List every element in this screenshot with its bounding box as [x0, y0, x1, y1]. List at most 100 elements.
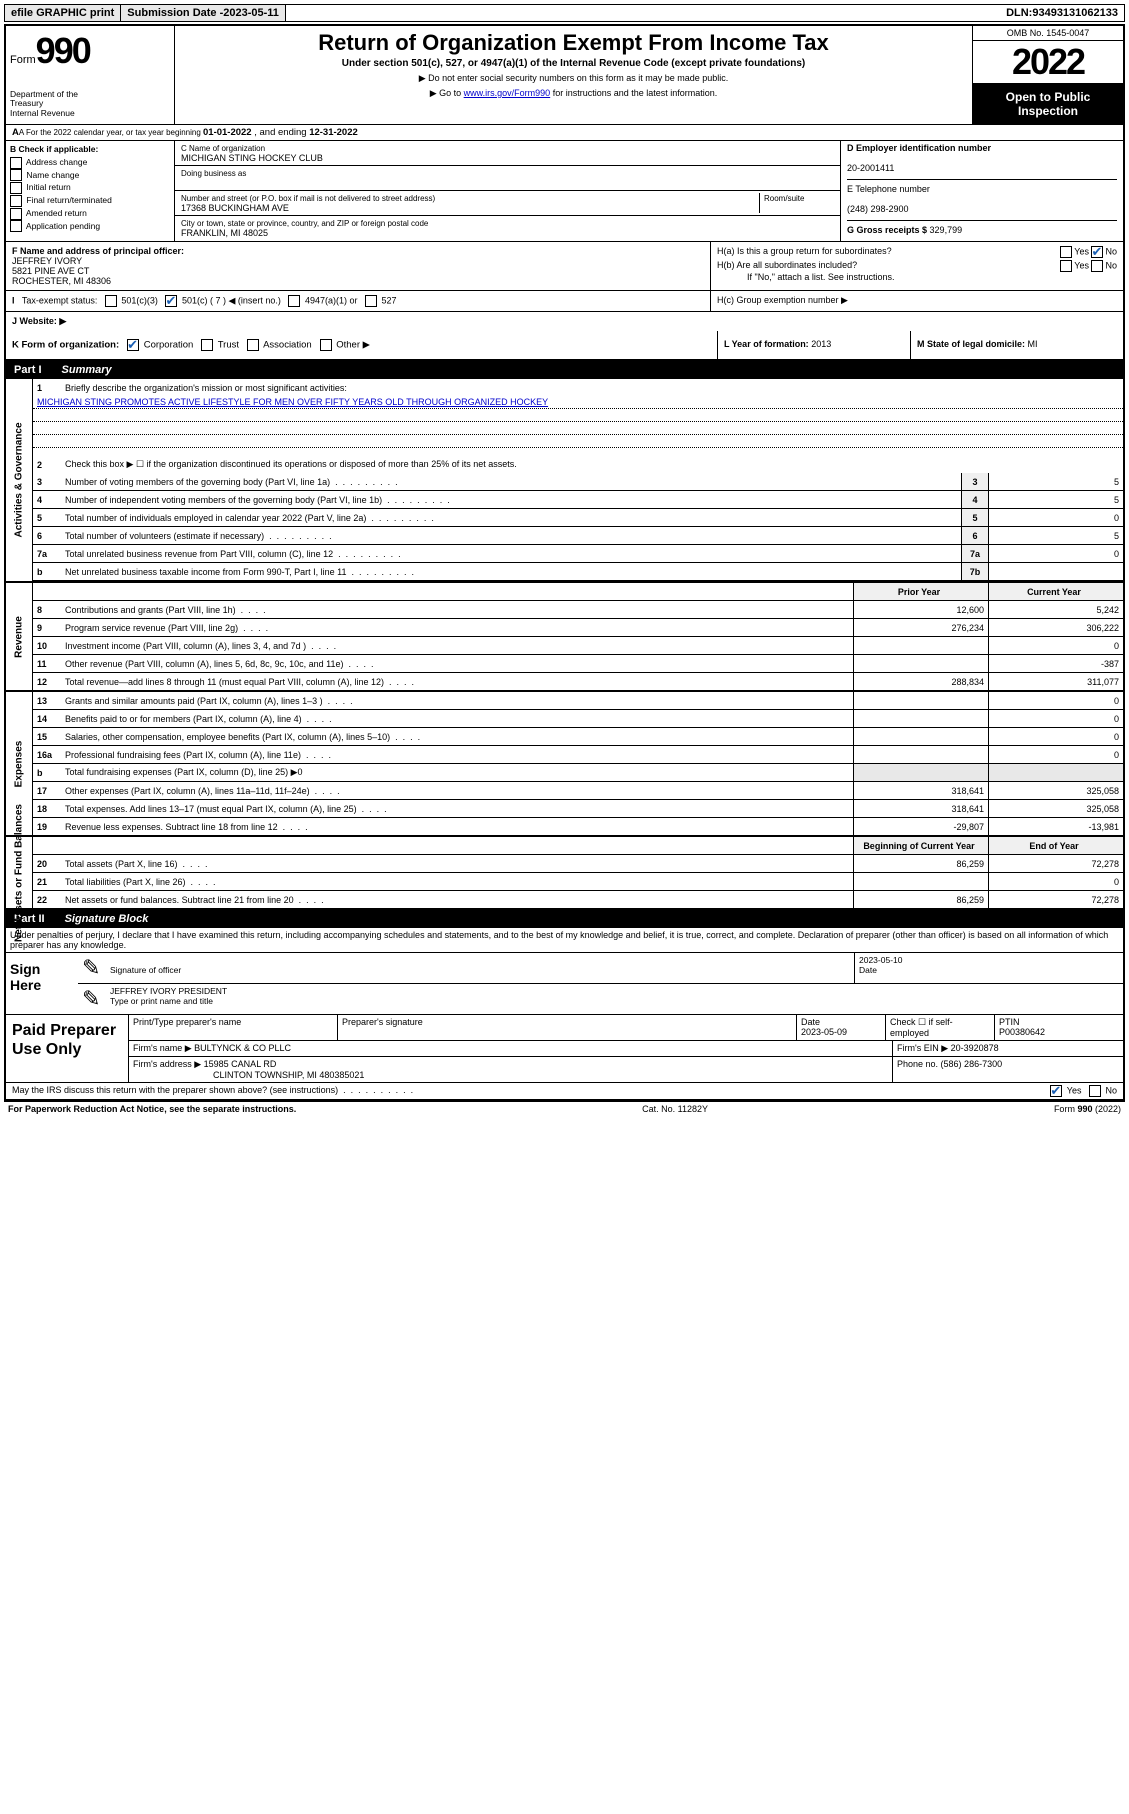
- hb-yes[interactable]: [1060, 260, 1072, 272]
- line1-label: Briefly describe the organization's miss…: [65, 381, 1123, 395]
- tax-year: 2022: [973, 41, 1123, 84]
- hdr-current-year: Current Year: [988, 583, 1123, 600]
- prior-value: [853, 692, 988, 709]
- current-value: 72,278: [988, 891, 1123, 908]
- chk-association[interactable]: [247, 339, 259, 351]
- checkbox-address-change[interactable]: [10, 157, 22, 169]
- dln-cell: DLN: 93493131062133: [1000, 5, 1124, 21]
- open-inspection-badge: Open to Public Inspection: [973, 84, 1123, 124]
- current-value: 0: [988, 873, 1123, 890]
- irs-discuss-yes[interactable]: [1050, 1085, 1062, 1097]
- hdr-prior-year: Prior Year: [853, 583, 988, 600]
- checkbox-initial-return[interactable]: [10, 182, 22, 194]
- officer-name: JEFFREY IVORY: [12, 256, 82, 266]
- prior-value: 86,259: [853, 891, 988, 908]
- city-label: City or town, state or province, country…: [181, 219, 428, 228]
- form-number: Form990: [10, 30, 170, 72]
- line-desc: Other expenses (Part IX, column (A), lin…: [65, 784, 853, 798]
- ptin-value: P00380642: [999, 1027, 1045, 1037]
- phone-value: (248) 298-2900: [847, 204, 909, 214]
- gross-receipts-value: 329,799: [930, 225, 963, 235]
- chk-527[interactable]: [365, 295, 377, 307]
- form-header: Form990 Department of theTreasuryInterna…: [6, 26, 1123, 125]
- line-desc: Grants and similar amounts paid (Part IX…: [65, 694, 853, 708]
- hdr-end-year: End of Year: [988, 837, 1123, 854]
- firm-addr1: 15985 CANAL RD: [204, 1059, 277, 1069]
- current-value: 0: [988, 728, 1123, 745]
- line-value: 5: [988, 473, 1123, 490]
- ha-no[interactable]: [1091, 246, 1103, 258]
- self-employed-check[interactable]: Check ☐ if self-employed: [886, 1015, 995, 1040]
- room-label: Room/suite: [764, 194, 804, 203]
- current-value: 325,058: [988, 800, 1123, 817]
- chk-corporation[interactable]: [127, 339, 139, 351]
- irs-discuss-no[interactable]: [1089, 1085, 1101, 1097]
- dba-label: Doing business as: [181, 169, 246, 178]
- current-value: 5,242: [988, 601, 1123, 618]
- prior-value: 318,641: [853, 800, 988, 817]
- line-desc: Total liabilities (Part X, line 26) . . …: [65, 875, 853, 889]
- ein-label: D Employer identification number: [847, 143, 991, 153]
- checkbox-amended-return[interactable]: [10, 208, 22, 220]
- prep-date: 2023-05-09: [801, 1027, 847, 1037]
- irs-link[interactable]: www.irs.gov/Form990: [464, 88, 551, 98]
- sig-date: 2023-05-10: [859, 955, 902, 965]
- omb-number: OMB No. 1545-0047: [973, 26, 1123, 41]
- line-desc: Program service revenue (Part VIII, line…: [65, 621, 853, 635]
- street-address: 17368 BUCKINGHAM AVE: [181, 203, 289, 213]
- chk-501c[interactable]: [165, 295, 177, 307]
- mission-text: MICHIGAN STING PROMOTES ACTIVE LIFESTYLE…: [33, 396, 1123, 409]
- hb-note: If "No," attach a list. See instructions…: [717, 272, 1117, 282]
- firm-addr2: CLINTON TOWNSHIP, MI 480385021: [133, 1070, 364, 1080]
- form-container: Form990 Department of theTreasuryInterna…: [4, 24, 1125, 1101]
- hc-label: H(c) Group exemption number ▶: [711, 291, 1123, 311]
- prior-value: -29,807: [853, 818, 988, 835]
- row-a-tax-year: AA For the 2022 calendar year, or tax ye…: [6, 125, 1123, 141]
- line-desc: Total number of individuals employed in …: [65, 511, 961, 525]
- form-title: Return of Organization Exempt From Incom…: [181, 30, 966, 56]
- city-state-zip: FRANKLIN, MI 48025: [181, 228, 268, 238]
- current-value: 325,058: [988, 782, 1123, 799]
- ha-yes[interactable]: [1060, 246, 1072, 258]
- efile-print-button[interactable]: efile GRAPHIC print: [5, 5, 121, 21]
- declaration-text: Under penalties of perjury, I declare th…: [6, 928, 1123, 953]
- chk-other[interactable]: [320, 339, 332, 351]
- hb-no[interactable]: [1091, 260, 1103, 272]
- current-value: 311,077: [988, 673, 1123, 690]
- chk-501c3[interactable]: [105, 295, 117, 307]
- submission-date-button[interactable]: Submission Date - 2023-05-11: [121, 5, 286, 21]
- department-label: Department of theTreasuryInternal Revenu…: [10, 90, 170, 118]
- prior-value: [853, 637, 988, 654]
- chk-4947[interactable]: [288, 295, 300, 307]
- officer-addr1: 5821 PINE AVE CT: [12, 266, 89, 276]
- line-desc: Number of voting members of the governin…: [65, 475, 961, 489]
- checkbox-final-return[interactable]: [10, 195, 22, 207]
- page-footer: For Paperwork Reduction Act Notice, see …: [4, 1101, 1125, 1116]
- year-formation: 2013: [811, 339, 831, 349]
- line-value: [988, 563, 1123, 580]
- line-box: 4: [961, 491, 988, 508]
- street-label: Number and street (or P.O. box if mail i…: [181, 194, 435, 203]
- line-desc: Net assets or fund balances. Subtract li…: [65, 893, 853, 907]
- line-desc: Professional fundraising fees (Part IX, …: [65, 748, 853, 762]
- line-value: 0: [988, 509, 1123, 526]
- phone-label: E Telephone number: [847, 184, 930, 194]
- part1-header: Part ISummary: [6, 361, 1123, 379]
- part2-header: Part IISignature Block: [6, 910, 1123, 928]
- line-box: 6: [961, 527, 988, 544]
- current-value: 0: [988, 692, 1123, 709]
- chk-trust[interactable]: [201, 339, 213, 351]
- prior-value: 288,834: [853, 673, 988, 690]
- checkbox-name-change[interactable]: [10, 169, 22, 181]
- section-b-checkboxes: B Check if applicable: Address change Na…: [6, 141, 175, 241]
- line-value: 0: [988, 545, 1123, 562]
- checkbox-application-pending[interactable]: [10, 220, 22, 232]
- officer-printed-name: JEFFREY IVORY PRESIDENT: [110, 986, 227, 996]
- submission-date-label: Submission Date -: [127, 7, 223, 19]
- line-desc: Total unrelated business revenue from Pa…: [65, 547, 961, 561]
- line-desc: Net unrelated business taxable income fr…: [65, 565, 961, 579]
- current-value: 0: [988, 746, 1123, 763]
- ein-value: 20-2001411: [847, 163, 894, 173]
- line-desc: Total expenses. Add lines 13–17 (must eq…: [65, 802, 853, 816]
- current-value: 0: [988, 637, 1123, 654]
